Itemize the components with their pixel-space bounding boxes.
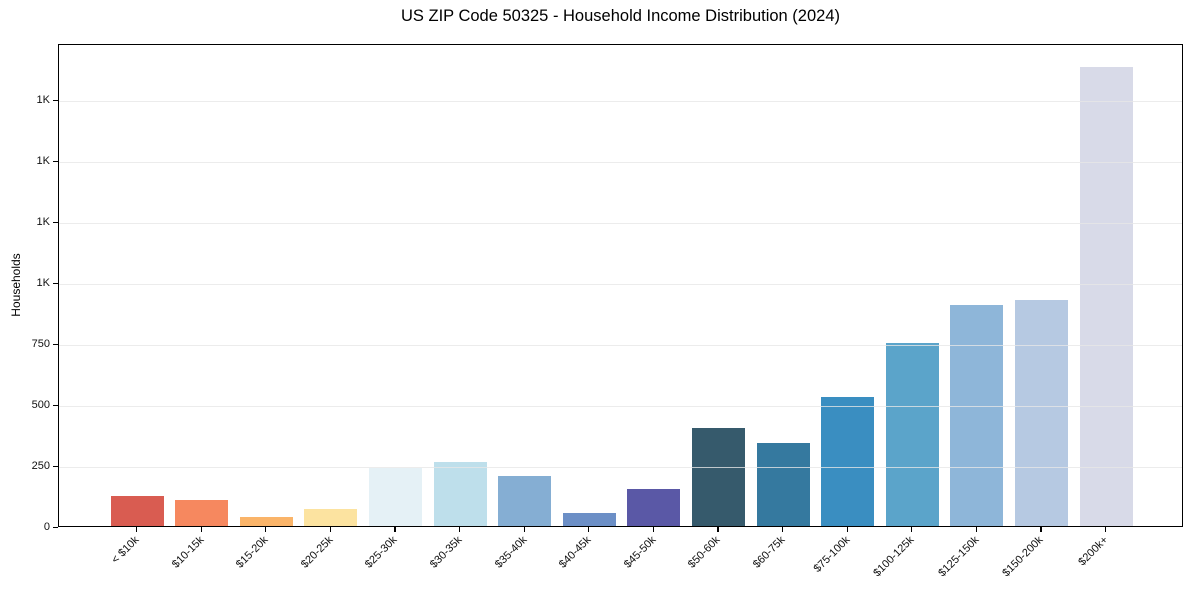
- x-axis-tick: [911, 527, 913, 532]
- bar: [175, 500, 229, 526]
- x-tick-label: < $10k: [109, 534, 142, 567]
- x-tick-label: $200k+: [1076, 534, 1111, 569]
- y-axis-tick: [53, 344, 58, 346]
- x-axis-tick: [975, 527, 977, 532]
- bar: [239, 516, 293, 526]
- bar: [885, 342, 939, 526]
- x-axis-tick: [652, 527, 654, 532]
- gridline: [59, 467, 1182, 469]
- y-axis-tick: [53, 161, 58, 163]
- bar: [562, 512, 616, 526]
- x-axis-tick: [588, 527, 590, 532]
- y-tick-label: 0: [43, 520, 50, 533]
- bar: [304, 508, 358, 526]
- y-tick-label: 250: [31, 459, 50, 472]
- y-axis-tick: [53, 283, 58, 285]
- bar: [821, 397, 875, 526]
- bar: [627, 488, 681, 526]
- x-tick-label: $15-20k: [234, 534, 271, 571]
- x-axis-tick: [523, 527, 525, 532]
- x-tick-label: $45-50k: [621, 534, 659, 571]
- x-tick-label: $150-200k: [1000, 534, 1046, 580]
- x-tick-label: $35-40k: [492, 534, 530, 571]
- x-tick-label: $60-75k: [750, 534, 788, 571]
- x-axis-tick: [782, 527, 784, 532]
- gridline: [59, 406, 1182, 408]
- bar: [691, 428, 745, 526]
- bar: [1014, 300, 1068, 526]
- y-tick-label: 1K: [36, 154, 50, 167]
- bar: [368, 468, 422, 526]
- bar: [1079, 67, 1133, 526]
- plot-area: [58, 44, 1183, 527]
- y-tick-label: 500: [31, 398, 50, 411]
- y-axis-tick: [53, 466, 58, 468]
- y-tick-label: 1K: [36, 93, 50, 106]
- x-axis-tick: [1105, 527, 1107, 532]
- y-tick-label: 1K: [36, 276, 50, 289]
- gridline: [59, 101, 1182, 103]
- y-axis-tick: [53, 405, 58, 407]
- x-tick-label: $40-45k: [557, 534, 594, 571]
- x-tick-label: $25-30k: [363, 534, 400, 571]
- x-axis-tick: [265, 527, 267, 532]
- x-axis-tick: [846, 527, 848, 532]
- y-axis-tick: [53, 100, 58, 102]
- gridline: [59, 284, 1182, 286]
- x-tick-label: $20-25k: [298, 534, 336, 571]
- gridline: [59, 223, 1182, 225]
- bar: [498, 475, 552, 526]
- y-axis-tick: [53, 222, 58, 224]
- x-tick-label: $50-60k: [686, 534, 723, 571]
- y-tick-label: 1K: [36, 215, 50, 228]
- bar: [110, 495, 164, 526]
- x-tick-label: $75-100k: [811, 534, 853, 575]
- gridline: [59, 345, 1182, 347]
- y-axis-tick: [53, 527, 58, 529]
- x-tick-label: $10-15k: [169, 534, 207, 571]
- x-axis-tick: [717, 527, 719, 532]
- x-axis-tick: [200, 527, 202, 532]
- x-axis-tick: [459, 527, 461, 532]
- chart-title: US ZIP Code 50325 - Household Income Dis…: [400, 7, 840, 25]
- x-axis-tick: [136, 527, 138, 532]
- bar: [950, 305, 1004, 526]
- bar: [433, 461, 487, 526]
- x-tick-label: $125-150k: [936, 534, 982, 580]
- x-tick-label: $30-35k: [427, 534, 465, 571]
- x-axis-tick: [329, 527, 331, 532]
- bars-layer: [59, 45, 1182, 526]
- bar: [756, 443, 810, 526]
- x-axis-tick: [1040, 527, 1042, 532]
- gridline: [59, 162, 1182, 164]
- gridlines-layer: [59, 45, 1182, 526]
- y-tick-label: 750: [31, 337, 50, 350]
- x-axis-tick: [394, 527, 396, 532]
- x-tick-label: $100-125k: [871, 534, 917, 580]
